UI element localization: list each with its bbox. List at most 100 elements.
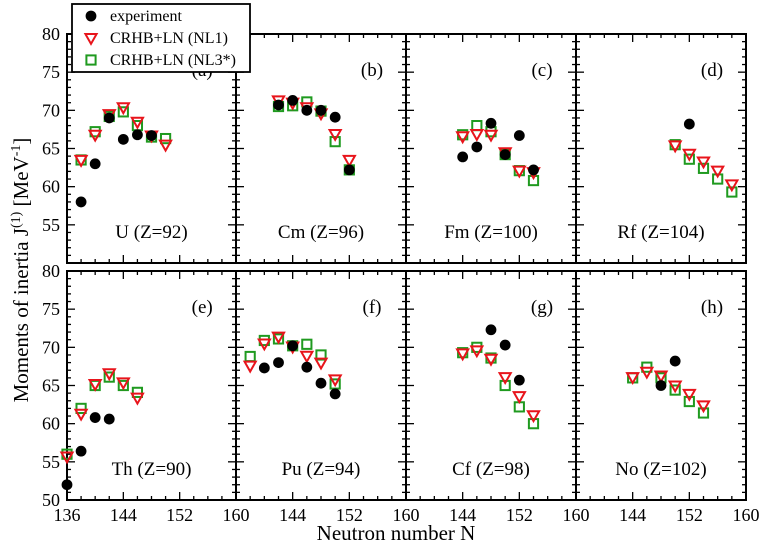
x-tick-label: 160: [223, 505, 250, 525]
nl1-point: [497, 372, 513, 386]
nl1-point: [526, 410, 541, 424]
nl1-point: [87, 129, 103, 143]
exp-point: [528, 164, 539, 176]
legend-marker-nl1: [83, 32, 99, 46]
exp-point: [287, 95, 299, 106]
nl1-point: [342, 154, 357, 168]
nl1-point: [130, 116, 145, 130]
nl1-point: [512, 165, 527, 179]
nl3-point: [697, 407, 710, 419]
y-tick-label: 75: [42, 299, 60, 319]
exp-point: [485, 324, 497, 336]
y-tick-label: 60: [42, 414, 60, 434]
exp-point: [315, 104, 327, 116]
exp-point: [499, 339, 511, 351]
y-tick-label: 65: [42, 139, 60, 159]
exp-point: [329, 388, 341, 400]
nl1-point: [313, 357, 329, 371]
x-tick-label: 144: [110, 505, 137, 525]
nl1-point: [59, 451, 75, 465]
nl3-point: [131, 386, 144, 398]
legend: experiment CRHB+LN (NL1) CRHB+LN (NL3*): [71, 3, 251, 73]
x-tick-label: 160: [393, 505, 420, 525]
y-axis-title: Moments of inertia J(1) [MeV-1]: [9, 138, 33, 403]
exp-point: [669, 355, 681, 367]
nl1-point: [299, 350, 315, 364]
nl3-point: [329, 136, 341, 148]
nl1-point: [724, 179, 740, 193]
nl1-point: [257, 338, 272, 352]
nl1-point: [682, 388, 697, 402]
nl3-point: [726, 186, 738, 198]
nl3-point: [669, 384, 681, 396]
nl1-point: [327, 128, 343, 142]
nl1-point: [455, 131, 470, 145]
y-tick-label: 50: [42, 490, 60, 510]
nl1-point: [512, 391, 527, 405]
nl3-point: [244, 350, 256, 363]
panel-tag: (f): [363, 297, 382, 318]
legend-label-exp: experiment: [110, 8, 183, 25]
nl1-point: [271, 331, 286, 345]
y-tick-label: 75: [42, 62, 60, 82]
nl1-point: [73, 154, 89, 168]
nucleus-label: U (Z=92): [115, 222, 187, 243]
y-axis-title-main: Moments of inertia J: [9, 228, 33, 402]
x-tick-label: 136: [54, 505, 81, 525]
nl1-point: [158, 139, 173, 153]
legend-marker-exp: [85, 10, 97, 22]
y-axis-title-sup2: -1: [9, 145, 24, 157]
nl1-point: [455, 348, 470, 362]
exp-point: [75, 445, 87, 457]
nl1-point: [696, 400, 711, 414]
y-tick-label: 70: [42, 100, 60, 120]
y-tick-label: 55: [42, 215, 60, 235]
x-axis-title: Neutron number N: [317, 521, 476, 545]
nl1-point: [653, 370, 669, 384]
exp-point: [485, 117, 497, 129]
nl1-point: [682, 148, 697, 162]
legend-label-nl1: CRHB+LN (NL1): [110, 30, 228, 47]
nl1-point: [710, 165, 725, 179]
nl1-point: [116, 377, 131, 391]
nl3-point: [301, 338, 313, 350]
nl3-point: [712, 173, 724, 185]
panel-b: (b) Cm (Z=96): [235, 33, 407, 264]
y-axis-title-sup1: (1): [9, 211, 24, 228]
nucleus-label: No (Z=102): [615, 459, 706, 480]
legend-marker-nl3: [85, 54, 97, 66]
x-tick-label: 152: [676, 505, 703, 525]
nl1-point: [101, 368, 117, 382]
x-tick-label: 160: [563, 505, 590, 525]
y-tick-label: 80: [42, 24, 60, 44]
x-tick-label: 144: [279, 505, 306, 525]
panel-tag: (c): [531, 60, 552, 81]
x-tick-label: 152: [336, 505, 363, 525]
nl3-point: [499, 379, 511, 392]
nl1-point: [696, 156, 711, 170]
nl3-point: [103, 371, 115, 383]
exp-point: [513, 130, 525, 141]
nucleus-label: Cm (Z=96): [278, 222, 364, 243]
nl1-point: [73, 408, 89, 422]
exp-point: [513, 374, 525, 386]
y-axis-title-unit-open: [MeV: [9, 156, 33, 211]
nl1-point: [469, 345, 485, 359]
x-tick-label: 144: [449, 505, 476, 525]
legend-label-nl3: CRHB+LN (NL3*): [110, 52, 236, 69]
nl3-point: [697, 162, 710, 174]
nl3-point: [159, 132, 172, 145]
nl3-point: [527, 418, 540, 430]
nl1-point: [242, 360, 258, 374]
y-tick-label: 80: [42, 261, 60, 281]
exp-point: [103, 112, 115, 124]
panel-c: (c) Fm (Z=100): [405, 33, 577, 264]
x-tick-label: 144: [619, 505, 646, 525]
exp-point: [471, 141, 483, 153]
nucleus-label: Th (Z=90): [112, 459, 192, 480]
exp-point: [499, 149, 511, 161]
exp-point: [258, 362, 270, 374]
nl1-point: [667, 140, 683, 154]
panel-f: (f) Pu (Z=94) 144 152 160: [235, 270, 420, 525]
svg-text:Moments of inertia J(1) [MeV-1: Moments of inertia J(1) [MeV-1]: [9, 138, 33, 403]
